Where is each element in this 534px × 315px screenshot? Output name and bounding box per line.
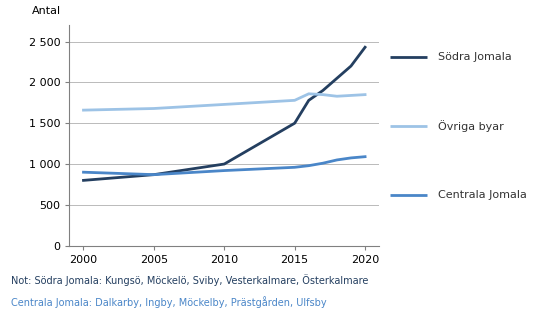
Text: Centrala Jomala: Dalkarby, Ingby, Möckelby, Prästgården, Ulfsby: Centrala Jomala: Dalkarby, Ingby, Möckel… [11,296,326,307]
Text: Not: Södra Jomala: Kungsö, Möckelö, Sviby, Vesterkalmare, Österkalmare: Not: Södra Jomala: Kungsö, Möckelö, Svib… [11,274,368,285]
Text: Antal: Antal [32,6,61,16]
Text: Södra Jomala: Södra Jomala [438,52,512,62]
Text: Övriga byar: Övriga byar [438,120,504,132]
Text: Centrala Jomala: Centrala Jomala [438,190,527,200]
